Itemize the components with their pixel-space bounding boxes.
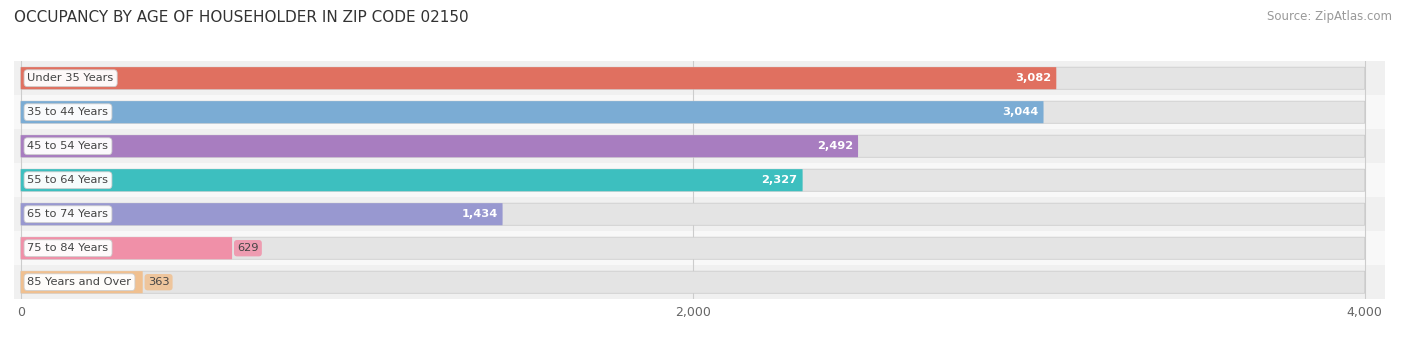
Bar — [14, 95, 1385, 129]
Bar — [14, 231, 1385, 265]
Text: 85 Years and Over: 85 Years and Over — [28, 277, 132, 287]
Text: 1,434: 1,434 — [461, 209, 498, 219]
Text: 55 to 64 Years: 55 to 64 Years — [28, 175, 108, 185]
Text: 75 to 84 Years: 75 to 84 Years — [28, 243, 108, 253]
FancyBboxPatch shape — [21, 203, 1365, 225]
FancyBboxPatch shape — [21, 101, 1043, 123]
FancyBboxPatch shape — [21, 67, 1056, 89]
Text: 3,044: 3,044 — [1002, 107, 1039, 117]
Text: Under 35 Years: Under 35 Years — [28, 73, 114, 83]
FancyBboxPatch shape — [21, 237, 232, 259]
Bar — [14, 61, 1385, 95]
Text: OCCUPANCY BY AGE OF HOUSEHOLDER IN ZIP CODE 02150: OCCUPANCY BY AGE OF HOUSEHOLDER IN ZIP C… — [14, 10, 468, 25]
FancyBboxPatch shape — [21, 135, 858, 157]
Text: 3,082: 3,082 — [1015, 73, 1052, 83]
Bar — [14, 197, 1385, 231]
Text: 65 to 74 Years: 65 to 74 Years — [28, 209, 108, 219]
FancyBboxPatch shape — [21, 169, 1365, 191]
FancyBboxPatch shape — [21, 67, 1365, 89]
FancyBboxPatch shape — [21, 135, 1365, 157]
FancyBboxPatch shape — [21, 169, 803, 191]
Text: 629: 629 — [238, 243, 259, 253]
FancyBboxPatch shape — [21, 203, 502, 225]
Text: Source: ZipAtlas.com: Source: ZipAtlas.com — [1267, 10, 1392, 23]
FancyBboxPatch shape — [21, 271, 1365, 293]
Bar — [14, 129, 1385, 163]
FancyBboxPatch shape — [21, 271, 143, 293]
FancyBboxPatch shape — [21, 101, 1365, 123]
Bar — [14, 163, 1385, 197]
Bar — [14, 265, 1385, 299]
Text: 2,327: 2,327 — [762, 175, 797, 185]
Text: 363: 363 — [148, 277, 169, 287]
Text: 2,492: 2,492 — [817, 141, 853, 151]
FancyBboxPatch shape — [21, 237, 1365, 259]
Text: 45 to 54 Years: 45 to 54 Years — [28, 141, 108, 151]
Text: 35 to 44 Years: 35 to 44 Years — [28, 107, 108, 117]
